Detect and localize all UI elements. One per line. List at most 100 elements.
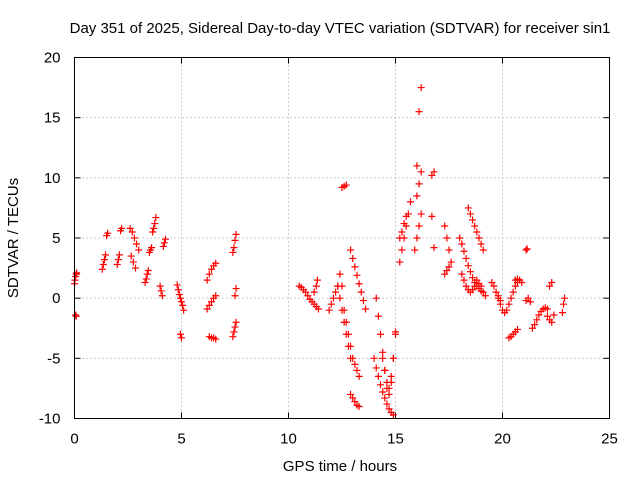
data-point — [205, 301, 213, 309]
y-tick-label: -10 — [39, 411, 61, 428]
data-point — [203, 305, 211, 313]
data-point — [548, 279, 556, 287]
data-point — [458, 270, 466, 278]
data-point — [332, 288, 340, 296]
data-point — [334, 282, 342, 290]
chart-title: Day 351 of 2025, Sidereal Day-to-day VTE… — [70, 20, 611, 37]
data-point — [355, 372, 363, 380]
data-point — [445, 263, 453, 271]
data-point — [143, 270, 151, 278]
x-tick-label: 20 — [494, 431, 511, 448]
data-point — [374, 372, 382, 380]
data-point — [156, 282, 164, 290]
data-point — [114, 256, 122, 264]
data-point — [559, 300, 567, 308]
data-point — [458, 240, 466, 248]
data-point — [400, 220, 408, 228]
data-point — [159, 242, 167, 250]
y-tick-label: 20 — [44, 50, 61, 67]
x-tick-label: 15 — [387, 431, 404, 448]
data-point — [387, 372, 395, 380]
data-point — [349, 254, 357, 262]
data-point — [481, 292, 489, 300]
data-point — [207, 298, 215, 306]
data-point — [362, 305, 370, 313]
data-point — [142, 275, 150, 283]
data-point — [558, 309, 566, 317]
data-point — [462, 282, 470, 290]
x-tick-label: 25 — [601, 431, 618, 448]
data-points — [71, 84, 569, 419]
y-axis-label: SDTVAR / TECUs — [5, 178, 22, 298]
data-point — [546, 282, 554, 290]
data-point — [469, 274, 477, 282]
data-point — [466, 210, 474, 218]
data-point — [370, 354, 378, 362]
data-point — [543, 305, 551, 313]
data-point — [231, 292, 239, 300]
data-point — [479, 288, 487, 296]
data-point — [232, 285, 240, 293]
data-point — [158, 292, 166, 300]
data-point — [533, 316, 541, 324]
data-point — [383, 378, 391, 386]
data-point — [329, 294, 337, 302]
data-point — [212, 292, 220, 300]
data-point — [336, 294, 344, 302]
data-point — [207, 265, 215, 273]
data-point — [113, 260, 121, 268]
data-point — [355, 402, 363, 410]
data-point — [336, 270, 344, 278]
data-point — [460, 247, 468, 255]
data-point — [161, 235, 169, 243]
data-point — [372, 294, 380, 302]
data-point — [531, 321, 539, 329]
data-point — [359, 297, 367, 305]
y-tick-label: 10 — [44, 170, 61, 187]
data-point — [340, 318, 348, 326]
data-point — [72, 312, 80, 320]
data-point — [430, 244, 438, 252]
data-point — [413, 192, 421, 200]
data-point — [104, 229, 112, 237]
data-point — [417, 210, 425, 218]
data-point — [379, 354, 387, 362]
data-point — [464, 204, 472, 212]
data-point — [353, 271, 361, 279]
data-point — [389, 354, 397, 362]
data-point — [314, 305, 322, 313]
data-point — [353, 366, 361, 374]
data-point — [327, 300, 335, 308]
data-point — [357, 288, 365, 296]
data-point — [342, 330, 350, 338]
data-point — [355, 280, 363, 288]
data-point — [347, 342, 355, 350]
data-point — [509, 288, 517, 296]
data-point — [203, 276, 211, 284]
data-point — [385, 390, 393, 398]
data-point — [473, 276, 481, 284]
data-point — [178, 298, 185, 306]
data-point — [471, 222, 479, 230]
data-point — [522, 246, 530, 254]
data-point — [496, 300, 504, 308]
data-point — [503, 306, 511, 314]
data-point — [469, 216, 477, 224]
data-point — [479, 246, 487, 254]
data-point — [561, 294, 569, 302]
data-point — [398, 246, 406, 254]
data-point — [396, 234, 404, 242]
data-point — [372, 364, 380, 372]
data-point — [443, 234, 451, 242]
data-point — [310, 288, 318, 296]
data-point — [402, 212, 410, 220]
y-tick-label: 0 — [52, 290, 60, 307]
data-point — [385, 384, 393, 392]
data-point — [100, 256, 108, 264]
x-tick-label: 0 — [70, 431, 78, 448]
y-tick-label: 15 — [44, 110, 61, 127]
data-point — [338, 306, 346, 314]
data-point — [118, 224, 126, 232]
data-point — [462, 254, 470, 262]
